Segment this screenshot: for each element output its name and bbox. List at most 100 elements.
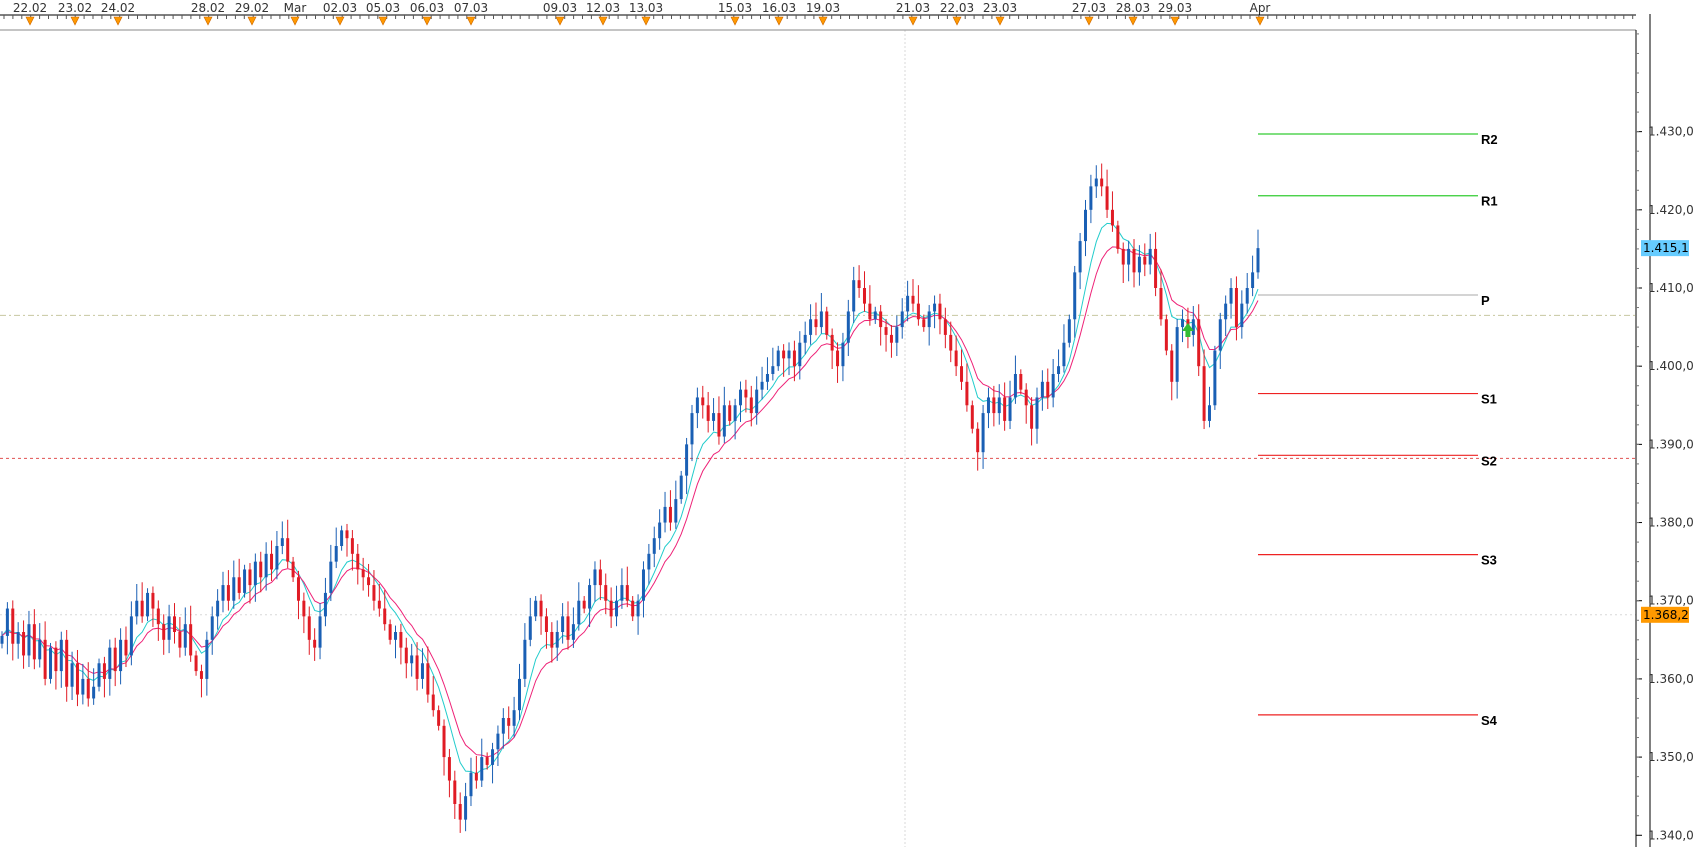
candle-body-87 [469, 772, 473, 797]
candle-body-58 [313, 639, 317, 648]
price-badges: 1.415,1 1.368,2 [1641, 240, 1689, 623]
candle-body-42 [226, 585, 230, 601]
candle-body-111 [598, 569, 602, 586]
candle-body-140 [755, 389, 759, 414]
x-date-label-22: Apr [1250, 1, 1271, 15]
x-date-label-14: 16.03 [762, 1, 796, 15]
candle-body-96 [517, 678, 521, 711]
x-date-label-4: 29.02 [235, 1, 269, 15]
current-price-badge [1641, 240, 1689, 257]
candle-body-4 [22, 632, 26, 656]
pivot-levels: R2 R1 P S1 S2 S3 S4 [1258, 132, 1498, 728]
candle-body-168 [906, 295, 910, 312]
candle-body-181 [976, 428, 980, 453]
x-date-label-20: 28.03 [1116, 1, 1150, 15]
candle-body-193 [1040, 381, 1044, 398]
candle-body-134 [722, 405, 726, 437]
candle-body-57 [307, 616, 311, 640]
x-date-marker-icon-14 [774, 16, 784, 26]
candle-body-135 [728, 405, 732, 421]
candle-body-154 [830, 334, 834, 351]
candle-body-61 [329, 561, 333, 593]
candle-body-73 [394, 632, 398, 640]
candle-body-174 [938, 303, 942, 320]
candle-body-18 [97, 663, 101, 687]
candle-body-0 [0, 635, 4, 644]
candle-body-21 [113, 647, 117, 672]
candle-body-78 [420, 663, 424, 679]
candle-body-112 [604, 585, 608, 601]
x-date-marker-icon-20 [1128, 16, 1138, 26]
horizontal-lines [0, 314, 1636, 616]
candle-body-38 [205, 639, 209, 679]
candle-body-182 [981, 413, 985, 453]
candle-body-230 [1240, 303, 1244, 328]
signal-arrow-icon [1181, 323, 1194, 337]
candle-body-43 [232, 577, 236, 601]
candle-body-12 [65, 639, 69, 687]
candle-body-84 [453, 780, 457, 804]
candle-body-164 [884, 327, 888, 335]
candle-body-24 [129, 616, 133, 656]
candle-body-128 [690, 413, 694, 445]
candle-body-114 [615, 600, 619, 617]
candle-body-204 [1100, 178, 1104, 187]
candle-body-59 [318, 616, 322, 648]
candle-body-219 [1181, 319, 1185, 328]
x-date-marker-icon-5 [290, 16, 300, 26]
candle-body-50 [270, 553, 274, 570]
candle-body-51 [275, 546, 279, 570]
candle-body-199 [1073, 272, 1077, 320]
candle-body-222 [1197, 319, 1201, 367]
candle-body-52 [280, 538, 284, 546]
x-date-label-11: 12.03 [586, 1, 620, 15]
x-date-label-16: 21.03 [896, 1, 930, 15]
candle-body-175 [943, 319, 947, 335]
candle-body-108 [582, 600, 586, 609]
candle-body-139 [749, 397, 753, 414]
candle-body-143 [771, 366, 775, 374]
candle-body-13 [70, 663, 74, 687]
candle-body-31 [167, 616, 171, 640]
candle-body-29 [156, 608, 160, 625]
x-date-label-7: 05.03 [366, 1, 400, 15]
x-date-label-17: 22.03 [940, 1, 974, 15]
candle-body-19 [102, 663, 106, 679]
candle-body-63 [340, 530, 344, 546]
candle-body-207 [1116, 225, 1120, 249]
candle-body-184 [992, 397, 996, 414]
x-date-marker-icon-18 [995, 16, 1005, 26]
candle-body-113 [609, 600, 613, 617]
candle-body-129 [695, 397, 699, 414]
candle-body-172 [927, 311, 931, 328]
pivot-label-R1: R1 [1481, 194, 1498, 209]
x-date-label-13: 15.03 [718, 1, 752, 15]
candle-body-221 [1191, 319, 1195, 335]
candle-body-229 [1234, 288, 1238, 328]
candle-body-146 [787, 350, 791, 359]
candle-body-71 [383, 608, 387, 625]
candle-body-44 [237, 577, 241, 593]
candle-body-141 [760, 381, 764, 390]
candle-body-17 [92, 686, 96, 699]
candle-body-178 [960, 366, 964, 382]
pivot-label-S1: S1 [1481, 392, 1497, 407]
candle-body-88 [474, 772, 478, 781]
candle-body-190 [1024, 389, 1028, 406]
y-tick-label-3: 1.400,0 [1648, 359, 1694, 373]
x-date-marker-icon-9 [466, 16, 476, 26]
candle-body-64 [345, 530, 349, 539]
x-date-marker-icon-22 [1255, 16, 1265, 26]
y-tick-label-1: 1.420,0 [1648, 203, 1694, 217]
candle-body-227 [1224, 303, 1228, 320]
candle-body-46 [248, 569, 252, 586]
candle-body-95 [512, 710, 516, 726]
candle-body-145 [782, 350, 786, 359]
candle-body-110 [593, 569, 597, 586]
x-date-label-18: 23.03 [983, 1, 1017, 15]
x-date-label-21: 29.03 [1158, 1, 1192, 15]
candle-body-15 [81, 678, 85, 695]
x-date-label-9: 07.03 [454, 1, 488, 15]
candle-body-148 [798, 342, 802, 367]
